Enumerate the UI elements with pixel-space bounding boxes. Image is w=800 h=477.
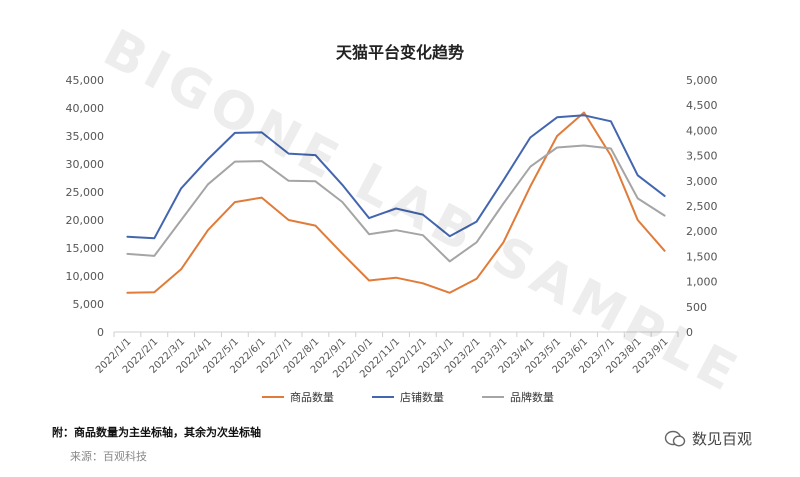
series-line-2 <box>126 144 666 263</box>
left-tick-label: 40,000 <box>66 102 105 115</box>
right-tick-label: 2,000 <box>686 225 718 238</box>
legend-label: 品牌数量 <box>510 390 554 404</box>
series-line-1 <box>126 114 666 240</box>
left-tick-label: 0 <box>97 326 104 339</box>
right-tick-label: 1,500 <box>686 250 718 263</box>
left-tick-label: 20,000 <box>66 214 105 227</box>
source-label: 来源：百观科技 <box>70 450 147 463</box>
right-tick-label: 4,500 <box>686 99 718 112</box>
right-tick-label: 3,000 <box>686 175 718 188</box>
x-axis: 2022/1/12022/2/12022/3/12022/4/12022/5/1… <box>94 332 679 380</box>
series-lines <box>126 111 666 294</box>
chart-title: 天猫平台变化趋势 <box>336 43 464 62</box>
right-tick-label: 1,000 <box>686 276 718 289</box>
right-tick-label: 2,500 <box>686 200 718 213</box>
right-tick-label: 3,500 <box>686 150 718 163</box>
right-tick-label: 500 <box>686 301 707 314</box>
right-tick-label: 4,000 <box>686 124 718 137</box>
right-tick-label: 5,000 <box>686 74 718 87</box>
left-tick-label: 25,000 <box>66 186 105 199</box>
left-tick-label: 30,000 <box>66 158 105 171</box>
footnote: 附：商品数量为主坐标轴，其余为次坐标轴 <box>52 426 261 439</box>
legend-label: 商品数量 <box>290 390 334 404</box>
left-axis: 0 5,000 10,000 15,000 20,000 25,000 30,000 35,0… <box>66 74 105 339</box>
right-axis: 0 500 1,000 1,500 2,000 2,500 3,000 3,500 4,000 4… <box>686 74 718 339</box>
legend-label: 店铺数量 <box>400 390 444 404</box>
right-tick-label: 0 <box>686 326 693 339</box>
left-tick-label: 35,000 <box>66 130 105 143</box>
left-tick-label: 15,000 <box>66 242 105 255</box>
left-tick-label: 5,000 <box>73 298 105 311</box>
legend: 商品数量 店铺数量 品牌数量 <box>262 390 554 404</box>
left-tick-label: 10,000 <box>66 270 105 283</box>
brand-name: 数见百观 <box>692 430 753 448</box>
series-line-0 <box>126 111 666 294</box>
left-tick-label: 45,000 <box>66 74 105 87</box>
brand-logo: 数见百观 <box>664 428 752 449</box>
chat-bubble-icon <box>664 430 686 447</box>
